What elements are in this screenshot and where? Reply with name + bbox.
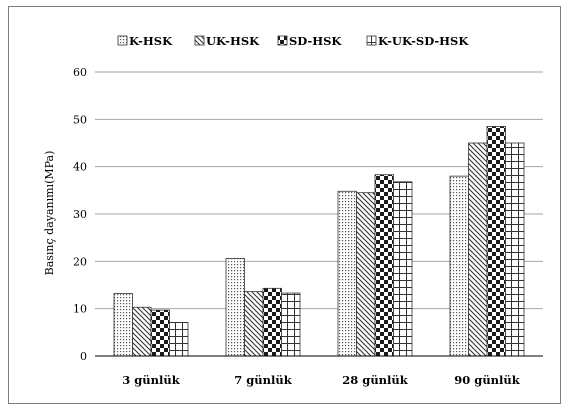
y-tick-label: 10 [73,303,87,316]
bar-k-hsk-4 [449,175,469,357]
legend-swatch [277,35,288,46]
legend-swatch [366,35,377,46]
x-tick-label: 3 günlük [122,373,180,387]
bar-sd-hsk-3 [374,174,394,357]
bar-uk-hsk-4 [468,142,488,357]
bars [113,126,525,357]
bar-k-uk-sd-hsk-1 [169,321,189,357]
bar-k-uk-sd-hsk-2 [281,292,301,357]
bar-uk-hsk-1 [132,306,152,357]
y-tick-label: 50 [73,113,87,126]
bar-k-hsk-1 [113,293,133,357]
bar-k-hsk-3 [337,190,357,357]
legend-swatch [194,35,205,46]
bar-sd-hsk-2 [262,287,282,357]
y-tick-label: 30 [73,208,87,221]
bar-uk-hsk-2 [244,291,264,357]
y-tick-label: 60 [73,66,87,79]
y-tick-label: 40 [73,161,87,174]
legend-label: SD-HSK [289,34,342,48]
x-tick-label: 7 günlük [234,373,292,387]
y-axis-label: Basınç dayanımı(MPa) [43,151,56,276]
legend: K-HSK UK-HSK SD-HSK K-UK-SD-HSK [117,34,469,48]
bar-k-uk-sd-hsk-4 [505,142,525,357]
y-tick-label: 0 [80,350,87,363]
bar-k-hsk-2 [225,258,245,357]
legend-label: K-HSK [129,34,173,48]
y-tick-label: 20 [73,255,87,268]
bar-uk-hsk-3 [356,192,376,357]
y-axis-ticks: 0 10 20 30 40 50 60 [73,66,87,363]
bar-sd-hsk-4 [486,126,506,357]
x-tick-label: 90 günlük [454,373,521,387]
legend-label: K-UK-SD-HSK [378,34,469,48]
bar-sd-hsk-1 [150,309,170,357]
legend-swatch [117,35,128,46]
x-axis-categories: 3 günlük 7 günlük 28 günlük 90 günlük [122,373,521,387]
legend-label: UK-HSK [206,34,260,48]
x-tick-label: 28 günlük [342,373,409,387]
bar-k-uk-sd-hsk-3 [393,181,413,357]
